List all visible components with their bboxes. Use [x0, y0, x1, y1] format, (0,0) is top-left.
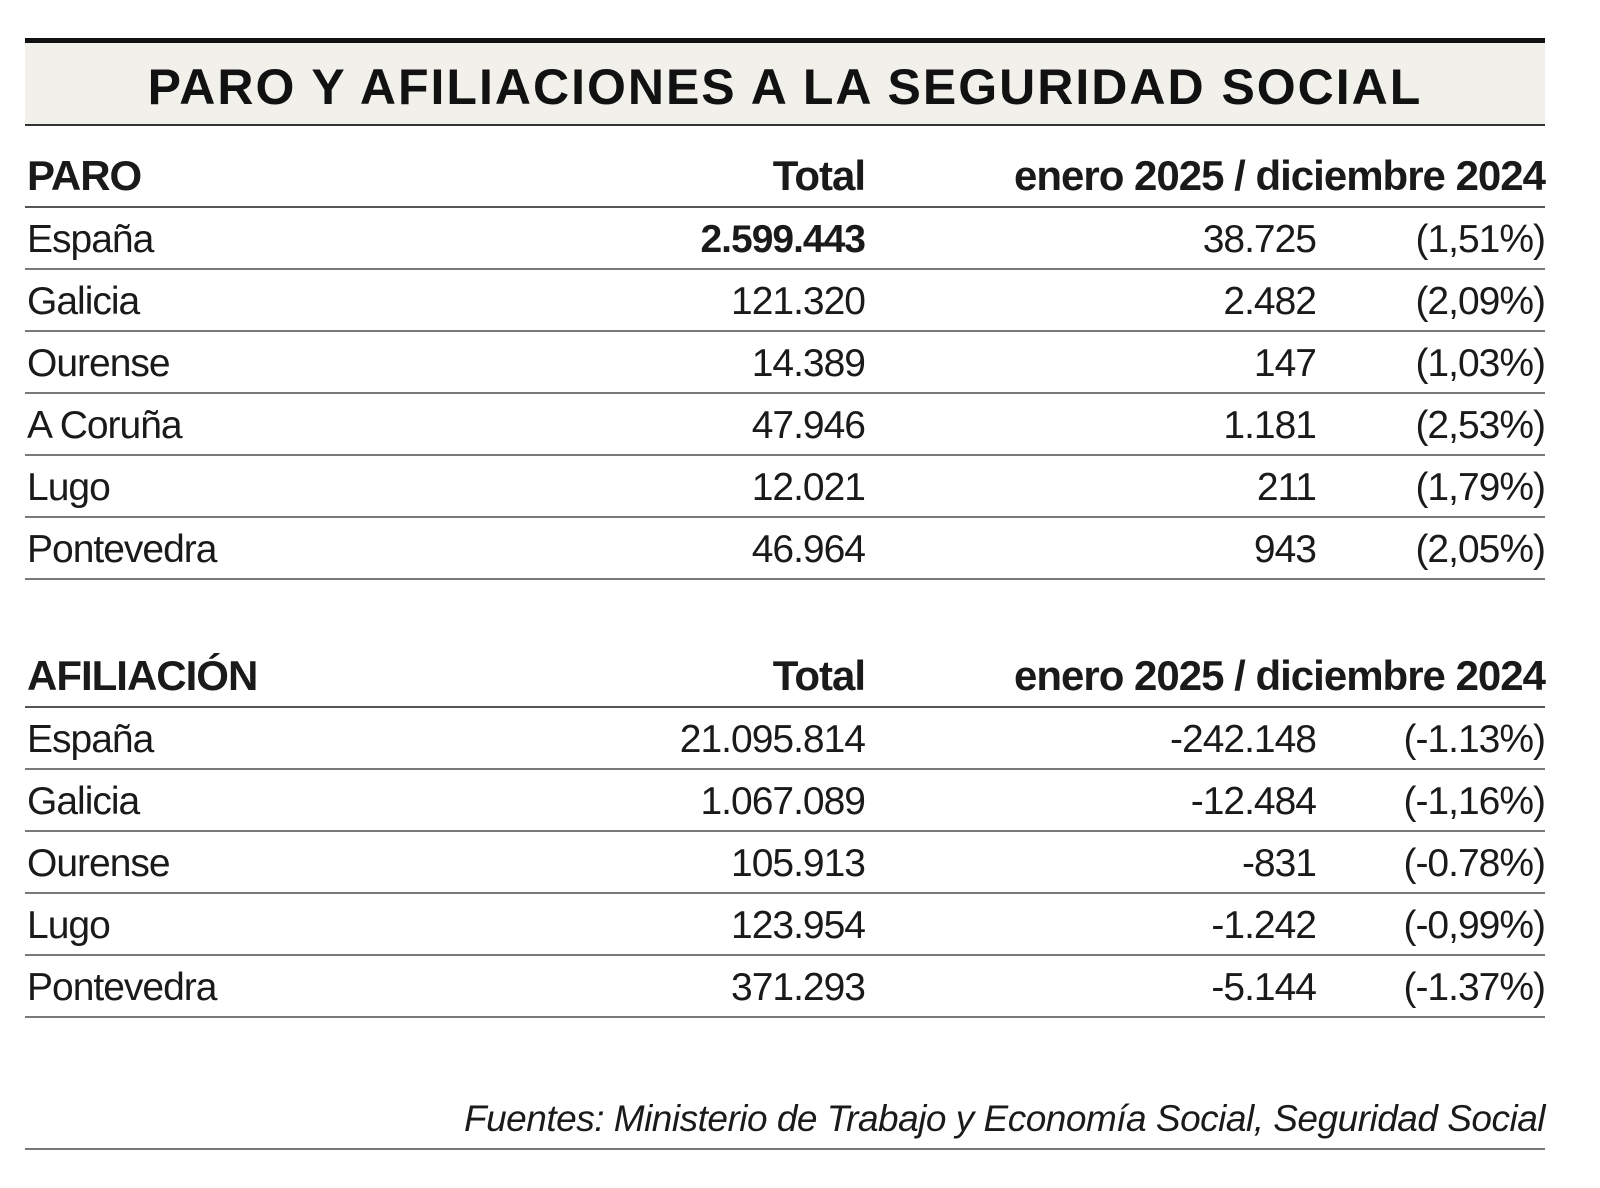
region-name: Pontevedra: [27, 528, 217, 571]
change-percent: (-0.78%): [1403, 842, 1546, 885]
table-row: Pontevedra 46.964 943 (2,05%): [25, 518, 1546, 580]
change-percent: (1,03%): [1415, 342, 1546, 385]
table-row: Ourense 14.389 147 (1,03%): [25, 332, 1546, 394]
change-percent: (1,51%): [1415, 218, 1546, 261]
change-percent: (-1.13%): [1403, 718, 1546, 761]
region-name: Ourense: [27, 842, 171, 885]
region-name: Galicia: [27, 280, 140, 323]
change-value: -12.484: [1190, 780, 1317, 823]
region-name: Pontevedra: [27, 966, 217, 1009]
total-value: 14.389: [751, 342, 866, 385]
change-value: -242.148: [1170, 718, 1317, 761]
table-header: PARO Total enero 2025 / diciembre 2024: [25, 150, 1546, 208]
change-percent: (-1,16%): [1403, 780, 1546, 823]
section-heading: AFILIACIÓN: [27, 652, 258, 699]
total-value: 2.599.443: [700, 218, 866, 261]
region-name: A Coruña: [27, 404, 183, 447]
total-value: 105.913: [731, 842, 866, 885]
table-header: AFILIACIÓN Total enero 2025 / diciembre …: [25, 650, 1546, 708]
table-row: España 2.599.443 38.725 (1,51%): [25, 208, 1546, 270]
change-value: 943: [1253, 528, 1317, 571]
section-heading: PARO: [27, 152, 142, 199]
region-name: España: [27, 218, 154, 261]
change-value: -5.144: [1211, 966, 1317, 1009]
total-value: 47.946: [751, 404, 866, 447]
change-value: 1.181: [1223, 404, 1317, 447]
afiliacion-table: AFILIACIÓN Total enero 2025 / diciembre …: [25, 650, 1546, 1018]
table-row: Lugo 12.021 211 (1,79%): [25, 456, 1546, 518]
change-percent: (2,09%): [1415, 280, 1546, 323]
column-header-total: Total: [772, 152, 866, 199]
page-title: PARO Y AFILIACIONES A LA SEGURIDAD SOCIA…: [147, 59, 1423, 115]
change-value: 2.482: [1223, 280, 1317, 323]
table-row: Lugo 123.954 -1.242 (-0,99%): [25, 894, 1546, 956]
change-percent: (2,05%): [1415, 528, 1546, 571]
title-band: PARO Y AFILIACIONES A LA SEGURIDAD SOCIA…: [25, 38, 1545, 126]
total-value: 46.964: [751, 528, 866, 571]
change-percent: (-1.37%): [1403, 966, 1546, 1009]
change-value: -1.242: [1211, 904, 1317, 947]
total-value: 21.095.814: [679, 718, 866, 761]
table-row: A Coruña 47.946 1.181 (2,53%): [25, 394, 1546, 456]
column-header-total: Total: [772, 652, 866, 699]
table-row: Galicia 1.067.089 -12.484 (-1,16%): [25, 770, 1546, 832]
change-percent: (1,79%): [1415, 466, 1546, 509]
total-value: 12.021: [751, 466, 866, 509]
change-value: -831: [1241, 842, 1317, 885]
total-value: 123.954: [731, 904, 866, 947]
change-value: 147: [1253, 342, 1317, 385]
table-row: Ourense 105.913 -831 (-0.78%): [25, 832, 1546, 894]
change-percent: (2,53%): [1415, 404, 1546, 447]
change-value: 38.725: [1202, 218, 1317, 261]
sources-note: Fuentes: Ministerio de Trabajo y Economí…: [25, 1098, 1546, 1150]
table-row: España 21.095.814 -242.148 (-1.13%): [25, 708, 1546, 770]
paro-table: PARO Total enero 2025 / diciembre 2024 E…: [25, 150, 1546, 580]
region-name: España: [27, 718, 154, 761]
column-header-change: enero 2025 / diciembre 2024: [1014, 652, 1546, 699]
change-value: 211: [1256, 466, 1317, 509]
region-name: Lugo: [27, 466, 111, 509]
region-name: Galicia: [27, 780, 140, 823]
region-name: Ourense: [27, 342, 171, 385]
column-header-change: enero 2025 / diciembre 2024: [1014, 152, 1546, 199]
total-value: 371.293: [731, 966, 866, 1009]
change-percent: (-0,99%): [1403, 904, 1546, 947]
sources-text: Fuentes: Ministerio de Trabajo y Economí…: [464, 1098, 1546, 1139]
total-value: 1.067.089: [700, 780, 866, 823]
region-name: Lugo: [27, 904, 111, 947]
table-row: Pontevedra 371.293 -5.144 (-1.37%): [25, 956, 1546, 1018]
table-row: Galicia 121.320 2.482 (2,09%): [25, 270, 1546, 332]
total-value: 121.320: [731, 280, 866, 323]
